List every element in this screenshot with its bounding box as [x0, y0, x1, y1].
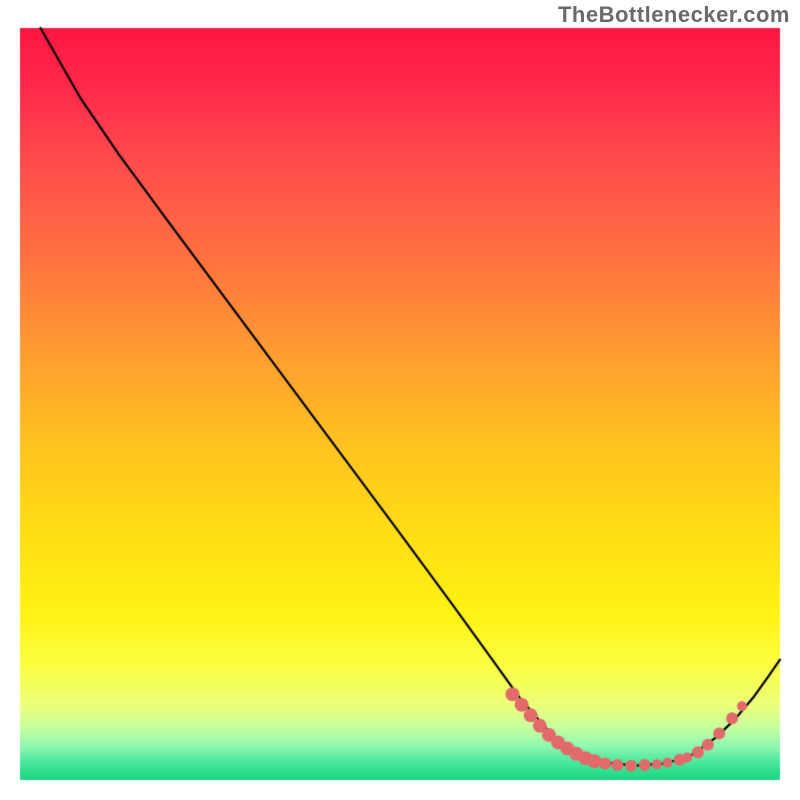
chart-canvas [0, 0, 800, 800]
chart-container: TheBottlenecker.com [0, 0, 800, 800]
watermark-text: TheBottlenecker.com [558, 2, 790, 28]
